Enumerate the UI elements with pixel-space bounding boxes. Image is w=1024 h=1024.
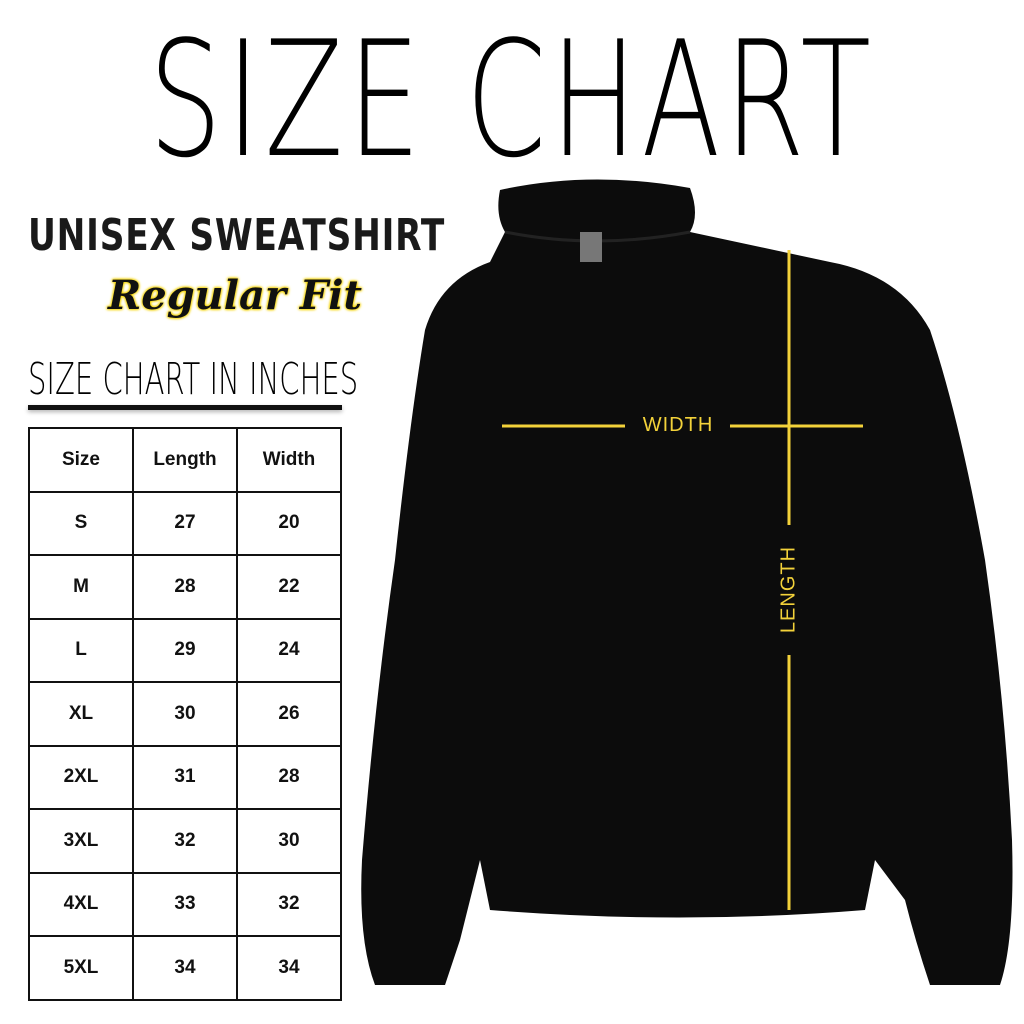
cell-size: 4XL <box>28 871 134 937</box>
cell-size: S <box>28 490 134 556</box>
cell-width: 34 <box>236 935 342 1001</box>
cell-size: XL <box>28 681 134 747</box>
cell-width: 28 <box>236 744 342 810</box>
subtitle-underline <box>28 405 342 410</box>
cell-width: 32 <box>236 871 342 937</box>
cell-size: M <box>28 554 134 620</box>
page-title: SIZE CHART <box>148 6 876 193</box>
table-row: 5XL 34 34 <box>28 935 342 1001</box>
table-row: M 28 22 <box>28 554 342 620</box>
table-row: XL 30 26 <box>28 681 342 747</box>
cell-width: 30 <box>236 808 342 874</box>
table-row: S 27 20 <box>28 490 342 556</box>
cell-width: 22 <box>236 554 342 620</box>
neck-label <box>580 232 602 262</box>
cell-length: 34 <box>132 935 238 1001</box>
table-row: L 29 24 <box>28 617 342 683</box>
cell-length: 28 <box>132 554 238 620</box>
fit-label: Regular Fit <box>108 272 362 319</box>
header-length: Length <box>132 427 238 493</box>
cell-length: 29 <box>132 617 238 683</box>
cell-length: 27 <box>132 490 238 556</box>
cell-width: 24 <box>236 617 342 683</box>
cell-width: 26 <box>236 681 342 747</box>
length-label: LENGTH <box>777 545 800 634</box>
cell-size: 3XL <box>28 808 134 874</box>
header-width: Width <box>236 427 342 493</box>
header-size: Size <box>28 427 134 493</box>
cell-size: L <box>28 617 134 683</box>
table-row: 4XL 33 32 <box>28 871 342 937</box>
cell-width: 20 <box>236 490 342 556</box>
width-label: WIDTH <box>642 414 714 436</box>
cell-size: 5XL <box>28 935 134 1001</box>
product-name: UNISEX SWEATSHIRT <box>28 210 446 261</box>
cell-length: 32 <box>132 808 238 874</box>
cell-length: 31 <box>132 744 238 810</box>
cell-length: 30 <box>132 681 238 747</box>
cell-size: 2XL <box>28 744 134 810</box>
table-row: 3XL 32 30 <box>28 808 342 874</box>
size-table: Size Length Width S 27 20 M 28 22 L 29 24 XL 30 26 2… <box>28 427 342 1001</box>
table-header-row: Size Length Width <box>28 427 342 493</box>
cell-length: 33 <box>132 871 238 937</box>
sweatshirt-body <box>361 179 1013 985</box>
table-row: 2XL 31 28 <box>28 744 342 810</box>
size-chart-subtitle: SIZE CHART IN INCHES <box>28 354 359 405</box>
